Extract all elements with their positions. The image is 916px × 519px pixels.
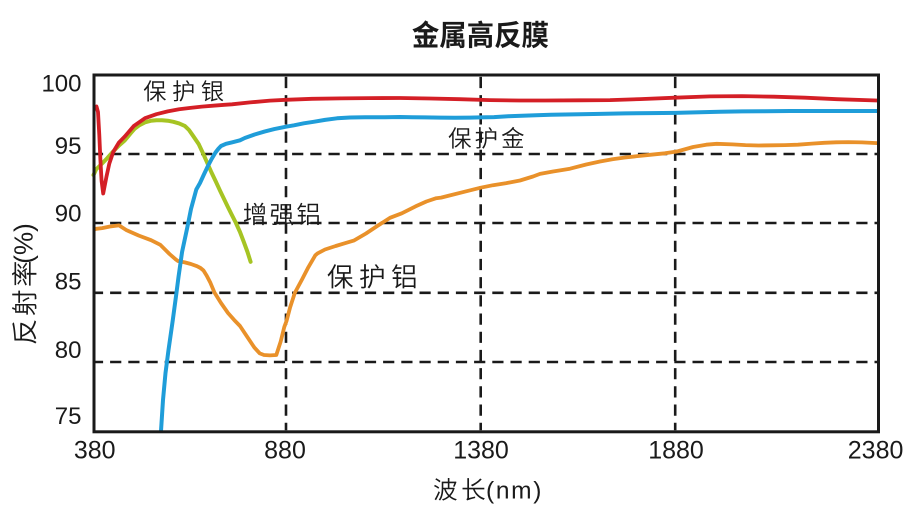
svg-text:1880: 1880 xyxy=(648,437,704,465)
svg-text:95: 95 xyxy=(55,133,82,160)
svg-text:380: 380 xyxy=(74,437,116,465)
svg-text:90: 90 xyxy=(55,200,82,227)
svg-text:85: 85 xyxy=(55,269,82,296)
svg-text:2380: 2380 xyxy=(848,437,904,465)
svg-text:(nm): (nm) xyxy=(486,477,543,504)
svg-text:100: 100 xyxy=(41,70,81,97)
svg-text:880: 880 xyxy=(264,437,306,465)
svg-text:1380: 1380 xyxy=(453,437,509,465)
svg-text:(%): (%) xyxy=(9,223,39,263)
svg-text:80: 80 xyxy=(55,337,82,364)
svg-text:75: 75 xyxy=(55,403,82,430)
